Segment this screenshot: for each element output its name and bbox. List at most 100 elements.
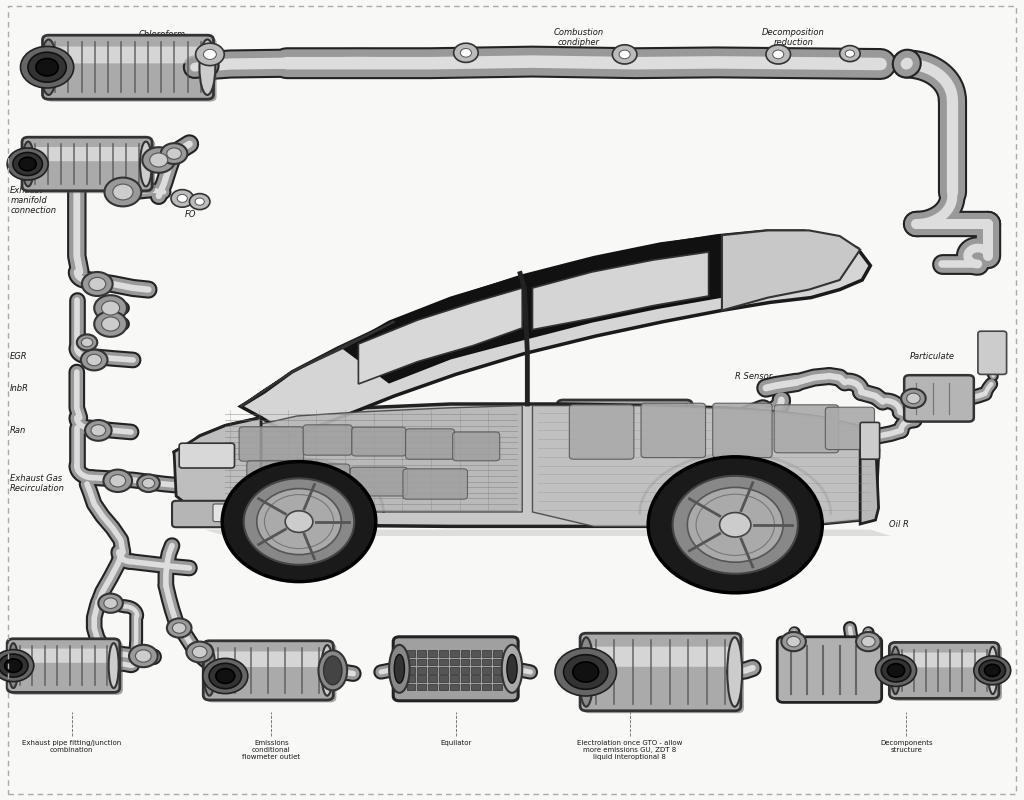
FancyBboxPatch shape xyxy=(393,637,518,701)
Circle shape xyxy=(172,622,186,634)
Circle shape xyxy=(535,410,592,454)
FancyBboxPatch shape xyxy=(23,138,153,190)
FancyBboxPatch shape xyxy=(777,637,882,702)
Circle shape xyxy=(216,669,234,683)
Circle shape xyxy=(0,650,34,682)
Bar xyxy=(461,675,469,682)
Bar xyxy=(450,683,459,690)
Ellipse shape xyxy=(109,643,119,688)
Polygon shape xyxy=(343,230,858,382)
FancyBboxPatch shape xyxy=(303,425,352,455)
Circle shape xyxy=(186,642,213,662)
Circle shape xyxy=(845,50,854,57)
Circle shape xyxy=(82,272,113,296)
Circle shape xyxy=(142,478,155,488)
Bar xyxy=(471,650,480,657)
FancyBboxPatch shape xyxy=(641,403,706,458)
FancyBboxPatch shape xyxy=(247,461,296,491)
FancyBboxPatch shape xyxy=(25,139,156,193)
Bar xyxy=(407,683,416,690)
Circle shape xyxy=(129,645,158,667)
Bar xyxy=(461,667,469,674)
Ellipse shape xyxy=(324,656,342,685)
Text: EGR: EGR xyxy=(10,352,28,361)
Circle shape xyxy=(773,50,783,58)
Circle shape xyxy=(551,422,575,442)
Circle shape xyxy=(20,46,74,88)
Circle shape xyxy=(28,52,67,82)
FancyBboxPatch shape xyxy=(16,649,111,662)
Text: Chloroform: Chloroform xyxy=(138,30,185,39)
Circle shape xyxy=(13,153,42,175)
Circle shape xyxy=(979,660,1006,681)
FancyBboxPatch shape xyxy=(406,429,455,459)
Circle shape xyxy=(285,511,313,533)
FancyBboxPatch shape xyxy=(557,400,692,464)
Ellipse shape xyxy=(557,404,569,460)
FancyBboxPatch shape xyxy=(584,635,743,714)
Polygon shape xyxy=(532,252,709,330)
Circle shape xyxy=(555,648,616,696)
Circle shape xyxy=(91,425,105,436)
Circle shape xyxy=(110,474,126,487)
FancyBboxPatch shape xyxy=(46,38,217,102)
Bar xyxy=(493,667,502,674)
FancyBboxPatch shape xyxy=(240,427,303,461)
Polygon shape xyxy=(860,428,879,524)
Circle shape xyxy=(888,664,904,677)
Circle shape xyxy=(786,636,801,647)
Circle shape xyxy=(150,153,168,167)
Polygon shape xyxy=(532,406,876,526)
Circle shape xyxy=(103,470,132,492)
FancyBboxPatch shape xyxy=(569,405,634,459)
Text: Decomposition
reduction: Decomposition reduction xyxy=(762,28,825,47)
Bar xyxy=(461,650,469,657)
FancyBboxPatch shape xyxy=(889,642,999,698)
FancyBboxPatch shape xyxy=(713,403,772,458)
Bar xyxy=(407,675,416,682)
Polygon shape xyxy=(220,406,522,512)
Circle shape xyxy=(19,158,36,170)
FancyBboxPatch shape xyxy=(825,407,874,450)
Ellipse shape xyxy=(8,643,18,688)
Circle shape xyxy=(563,654,608,690)
FancyBboxPatch shape xyxy=(560,402,695,466)
FancyBboxPatch shape xyxy=(352,427,406,456)
Circle shape xyxy=(7,148,48,180)
Text: Exhaust
manifold
connection: Exhaust manifold connection xyxy=(10,186,56,215)
Bar xyxy=(428,675,437,682)
Bar xyxy=(418,683,426,690)
Circle shape xyxy=(572,662,599,682)
Circle shape xyxy=(137,474,160,492)
Bar xyxy=(493,683,502,690)
Bar xyxy=(450,658,459,666)
Text: Exhaust pipe fitting/junction
combination: Exhaust pipe fitting/junction combinatio… xyxy=(23,740,121,753)
Circle shape xyxy=(876,654,916,686)
Circle shape xyxy=(101,317,120,331)
Ellipse shape xyxy=(41,39,56,95)
FancyBboxPatch shape xyxy=(566,411,683,428)
Text: Ran: Ran xyxy=(10,426,27,435)
Bar xyxy=(471,658,480,666)
Circle shape xyxy=(195,198,205,206)
Ellipse shape xyxy=(988,646,997,694)
Ellipse shape xyxy=(318,650,347,690)
Circle shape xyxy=(77,334,97,350)
Bar xyxy=(482,667,492,674)
Polygon shape xyxy=(241,322,394,406)
Ellipse shape xyxy=(389,645,410,693)
FancyBboxPatch shape xyxy=(860,422,880,459)
FancyBboxPatch shape xyxy=(453,432,500,461)
Text: Exhaust Gas
Recirculation: Exhaust Gas Recirculation xyxy=(10,474,66,493)
FancyBboxPatch shape xyxy=(402,469,467,499)
Bar xyxy=(493,675,502,682)
Bar xyxy=(482,675,492,682)
Circle shape xyxy=(189,194,210,210)
Text: Exhaust
manifold: Exhaust manifold xyxy=(340,454,377,474)
Ellipse shape xyxy=(200,39,215,95)
Bar xyxy=(471,675,480,682)
Polygon shape xyxy=(205,530,891,536)
Circle shape xyxy=(167,618,191,638)
Circle shape xyxy=(720,513,751,537)
Ellipse shape xyxy=(322,645,333,696)
